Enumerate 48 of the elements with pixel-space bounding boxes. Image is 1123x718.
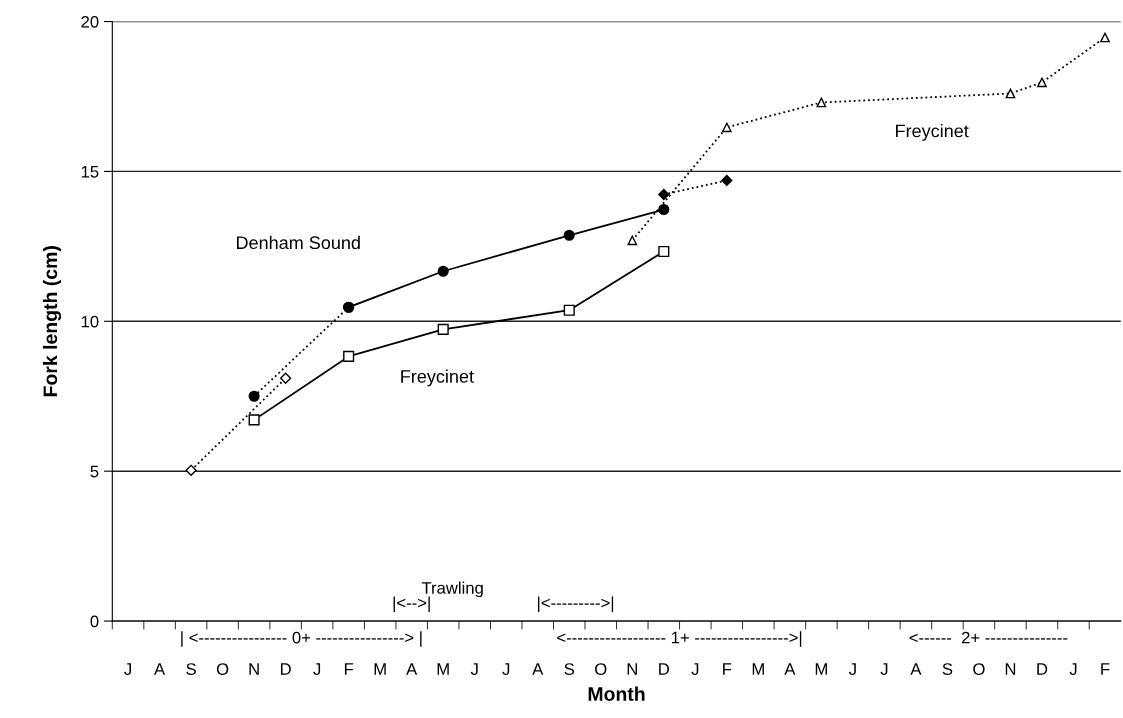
x-tick-label: M <box>437 663 449 675</box>
x-tick-label: D <box>280 663 291 675</box>
x-tick-label: A <box>910 663 922 675</box>
annotation: Trawling <box>421 581 483 598</box>
x-tick-label: A <box>406 663 418 675</box>
series-label: Freycinet <box>896 124 969 141</box>
x-tick-label: J <box>848 663 856 675</box>
x-tick-label: J <box>880 663 888 675</box>
x-tick-label: M <box>374 663 386 675</box>
x-tick-label: O <box>973 663 985 675</box>
y-tick-label: 20 <box>81 15 99 28</box>
annotation: |<--------->| <box>538 596 614 613</box>
y-tick-label: 15 <box>81 166 99 178</box>
y-tick-label: 5 <box>90 465 99 478</box>
x-tick-label: F <box>723 663 732 675</box>
x-tick-label: F <box>1101 663 1110 675</box>
text: <------ 2+ --------------- <box>909 631 1068 644</box>
x-tick-label: S <box>942 663 953 675</box>
text: Denham Sound <box>236 235 360 250</box>
y-tick-label: 0 <box>90 615 99 628</box>
series-label: Freycinet <box>401 369 474 387</box>
x-tick-label: A <box>154 663 166 675</box>
x-tick-label: A <box>784 663 796 675</box>
x-tick-label: J <box>313 663 321 675</box>
x-tick-label: O <box>216 663 229 675</box>
text: | <---------------- 0+ ----------------> | <box>181 631 422 647</box>
x-tick-label: J <box>502 663 510 675</box>
x-axis-title: Month <box>588 686 645 701</box>
x-tick-label: J <box>124 663 131 675</box>
text: <------------------ 1+ ----------------->| <box>557 631 802 647</box>
x-tick-label: M <box>752 663 764 675</box>
x-tick-label: F <box>344 663 354 675</box>
x-tick-label: J <box>1069 663 1077 675</box>
x-tick-label: J <box>691 663 699 675</box>
x-tick-label: N <box>627 663 637 675</box>
x-tick-label: D <box>659 663 670 675</box>
x-tick-label: S <box>564 663 575 675</box>
x-tick-label: D <box>1037 663 1048 675</box>
y-tick-label: 10 <box>81 315 99 328</box>
x-tick-label: J <box>470 663 478 675</box>
annotation: |<-->| <box>393 596 430 613</box>
x-tick-label: M <box>815 663 827 675</box>
x-tick-label: O <box>595 663 607 675</box>
x-tick-label: N <box>249 663 259 675</box>
x-tick-label: A <box>532 663 544 675</box>
y-axis-title: Fork length (cm) <box>42 246 62 397</box>
x-tick-label: N <box>1005 663 1016 675</box>
x-tick-label: S <box>186 663 196 675</box>
